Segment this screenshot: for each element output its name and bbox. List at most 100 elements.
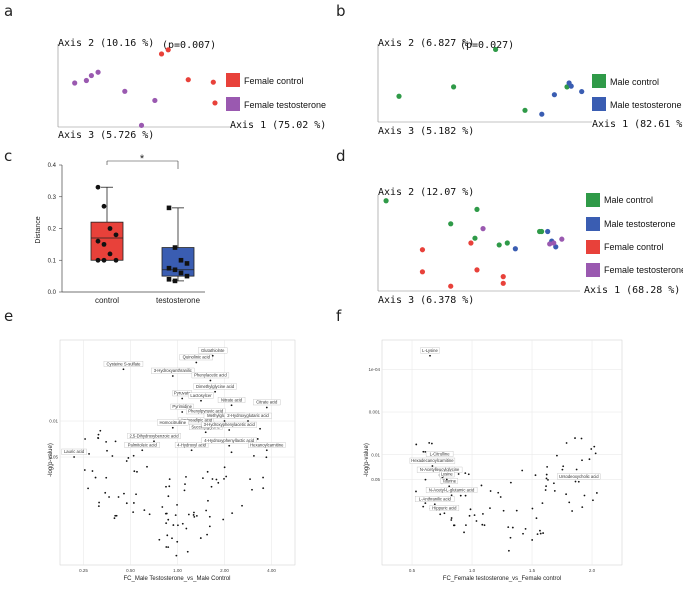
label-box-e-20 [124, 442, 160, 448]
volcano-point-e-52 [87, 487, 89, 490]
panel-f: f 0.5 1.0 1.5 2.0 1e-04 0.001 0.01 0.05 L-Lysin… [336, 305, 683, 590]
volcano-point-e-81 [105, 440, 108, 443]
volcano-point-e-22 [127, 457, 130, 459]
panel-f-frame [381, 339, 623, 566]
box-point-0-5 [101, 241, 107, 247]
volcano-point-f-0 [545, 485, 547, 488]
label-point-f-7 [431, 465, 434, 467]
label-box-f-3 [440, 478, 458, 484]
volcano-point-e-18 [185, 527, 188, 530]
label-text-e-6: Pyruvate [174, 391, 191, 396]
point-d-0-6 [472, 235, 478, 241]
label-point-f-9 [577, 480, 580, 483]
label-text-f-6: Hippuric acid [432, 505, 457, 510]
volcano-point-f-48 [531, 507, 534, 510]
volcano-point-e-42 [123, 492, 125, 495]
label-text-f-8: Lysine [441, 472, 454, 477]
volcano-point-f-74 [507, 526, 510, 529]
label-box-e-9 [253, 399, 281, 406]
point-d-2-1 [419, 269, 426, 275]
volcano-point-f-25 [450, 519, 453, 521]
volcano-point-e-1 [104, 491, 107, 494]
volcano-point-f-40 [583, 494, 586, 497]
volcano-point-f-64 [508, 549, 510, 552]
volcano-point-e-91 [265, 456, 268, 459]
legend-d-swatch-3 [586, 263, 600, 277]
label-box-f-6 [429, 505, 460, 511]
panel-a-points [72, 47, 218, 128]
point-d-2-0 [419, 247, 426, 253]
label-box-f-4 [425, 487, 478, 493]
legend-d-swatch-1 [586, 217, 600, 231]
panel-e-xlabel: FC_Male Testosterone_vs_Male Control [124, 576, 231, 582]
volcano-point-e-50 [106, 449, 108, 452]
ytick-e-1: 0.05 [49, 455, 58, 460]
volcano-point-e-20 [148, 513, 151, 516]
volcano-point-f-22 [469, 508, 472, 511]
point-a-1-6 [138, 122, 145, 128]
panel-f-labels: L-Lysine L-Citrulline N-Acetylleucylglycin… [409, 347, 601, 515]
volcano-point-f-45 [457, 473, 460, 475]
volcano-point-e-57 [97, 505, 100, 508]
volcano-point-f-6 [424, 450, 427, 453]
label-text-e-1: Quinolinic acid [183, 355, 211, 360]
label-point-f-4 [450, 494, 453, 497]
volcano-point-f-86 [452, 524, 455, 527]
box-point-1-6 [178, 270, 184, 276]
label-box-e-10 [170, 403, 194, 410]
panel-b-label: b [336, 2, 346, 20]
volcano-point-e-40 [186, 550, 189, 553]
point-b-0-2 [451, 84, 457, 90]
box-point-1-8 [166, 277, 172, 282]
volcano-point-f-50 [594, 452, 597, 455]
panel-e: e 0.25 0.50 1.00 2.00 4.00 0.01 0.05 Cysteine … [0, 305, 340, 590]
volcano-point-f-21 [571, 510, 574, 512]
label-box-e-18 [127, 433, 181, 439]
volcano-point-e-53 [215, 478, 218, 481]
point-a-0-3 [210, 79, 216, 85]
point-b-0-0 [493, 46, 499, 53]
volcano-point-e-76 [117, 496, 120, 498]
panel-f-ylabel: -log(p-value) [364, 443, 370, 477]
volcano-point-e-56 [114, 514, 117, 517]
volcano-point-e-78 [165, 522, 168, 525]
point-a-0-1 [165, 47, 171, 53]
panel-a-axis2: Axis 2 (10.16 %) [58, 38, 154, 49]
panel-d-axis1: Axis 1 (68.28 %) [584, 285, 680, 296]
volcano-point-e-64 [231, 512, 234, 515]
volcano-point-e-86 [176, 503, 178, 506]
box-1 [161, 247, 195, 277]
xtick-e-4: 4.00 [267, 568, 276, 573]
volcano-point-f-94 [541, 502, 544, 505]
volcano-point-e-73 [132, 502, 135, 504]
legend-d-swatch-2 [586, 240, 600, 254]
panel-d-points [383, 198, 565, 289]
volcano-point-f-17 [515, 509, 518, 512]
volcano-point-f-68 [459, 494, 462, 497]
volcano-point-e-35 [222, 518, 225, 521]
label-point-e-2 [211, 354, 214, 357]
point-d-0-3 [496, 242, 502, 248]
label-box-e-1 [179, 354, 213, 361]
volcano-point-e-94 [177, 524, 179, 527]
volcano-point-e-54 [206, 470, 209, 473]
volcano-point-f-12 [424, 502, 427, 505]
box-point-0-4 [95, 238, 101, 244]
volcano-point-e-14 [161, 506, 164, 508]
volcano-point-e-74 [97, 436, 99, 439]
panel-f-grid: 0.5 1.0 1.5 2.0 1e-04 0.001 0.01 0.05 [368, 340, 622, 573]
volcano-point-f-93 [593, 445, 596, 448]
category-control: control [95, 296, 119, 305]
label-point-e-1 [195, 361, 198, 364]
label-box-e-16 [224, 412, 272, 419]
volcano-point-f-4 [483, 524, 486, 527]
panel-b-svg: b Axis 2 (6.827 %) (p=0.027) Axis 1 (82.… [336, 2, 683, 137]
label-box-e-0 [103, 361, 144, 367]
volcano-point-e-55 [125, 460, 128, 462]
point-b-1-4 [579, 88, 585, 95]
legend-d-label-0: Male control [604, 195, 653, 205]
point-d-2-6 [468, 240, 474, 246]
volcano-point-f-41 [542, 532, 545, 534]
volcano-point-f-88 [595, 492, 598, 494]
panel-f-xlabel: FC_Female testosterone_vs_Female control [443, 576, 561, 582]
